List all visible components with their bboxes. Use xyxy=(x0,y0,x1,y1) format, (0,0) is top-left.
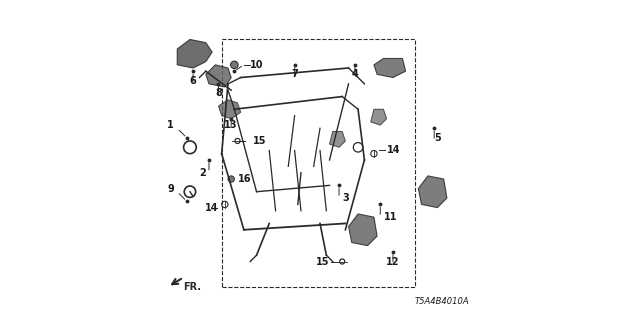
Text: 15: 15 xyxy=(316,257,330,267)
Polygon shape xyxy=(374,59,406,77)
Text: 14: 14 xyxy=(387,146,400,156)
Text: 3: 3 xyxy=(342,193,349,203)
Text: 9: 9 xyxy=(167,184,174,194)
Text: 1: 1 xyxy=(167,120,174,130)
Text: 13: 13 xyxy=(225,120,238,130)
Polygon shape xyxy=(177,39,212,68)
Text: 4: 4 xyxy=(351,69,358,79)
Text: 5: 5 xyxy=(434,133,441,143)
Text: 10: 10 xyxy=(250,60,264,70)
Text: 14: 14 xyxy=(205,203,218,212)
Circle shape xyxy=(228,176,234,182)
Text: 8: 8 xyxy=(215,88,222,98)
Text: 15: 15 xyxy=(253,136,267,146)
Polygon shape xyxy=(371,109,387,125)
Text: T5A4B4010A: T5A4B4010A xyxy=(415,297,469,306)
Text: 12: 12 xyxy=(386,257,400,267)
Polygon shape xyxy=(218,100,241,119)
Text: 7: 7 xyxy=(291,69,298,79)
Polygon shape xyxy=(419,176,447,208)
Text: 2: 2 xyxy=(199,168,206,178)
Polygon shape xyxy=(206,65,231,87)
Text: 16: 16 xyxy=(237,174,251,184)
Text: FR.: FR. xyxy=(184,282,202,292)
Text: 6: 6 xyxy=(189,76,196,86)
Circle shape xyxy=(230,61,238,69)
Text: 11: 11 xyxy=(383,212,397,222)
Polygon shape xyxy=(349,214,377,246)
Polygon shape xyxy=(330,132,346,147)
